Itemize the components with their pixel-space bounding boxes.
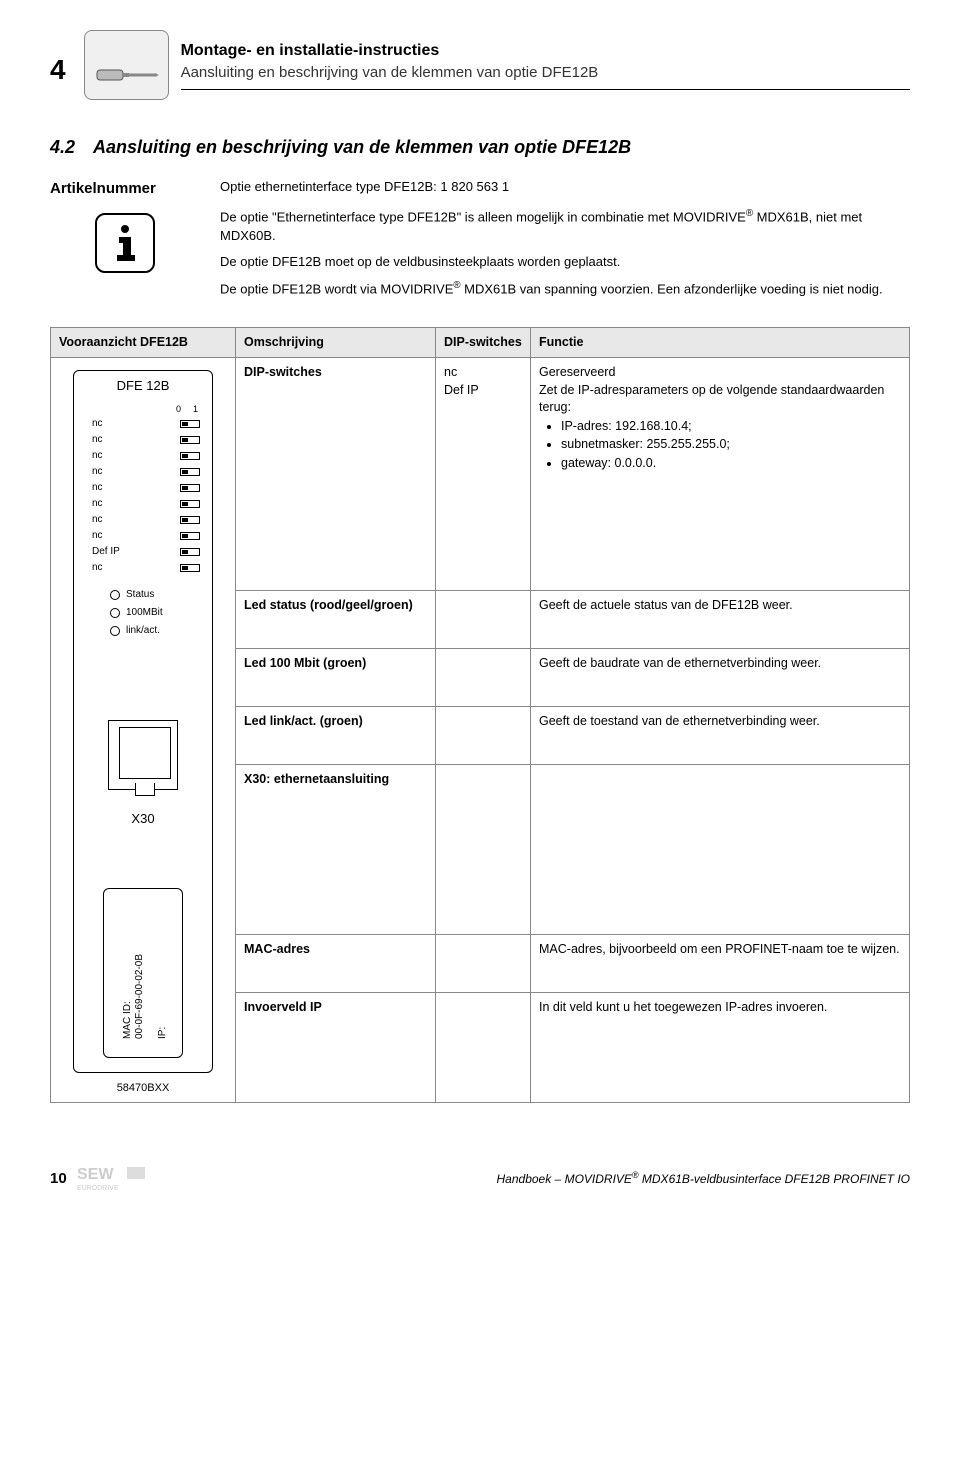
info-text: De optie "Ethernetinterface type DFE12B"… <box>220 207 910 306</box>
th-vooraanzicht: Vooraanzicht DFE12B <box>51 327 236 358</box>
artikel-row: Artikelnummer Optie ethernetinterface ty… <box>50 178 910 199</box>
info-p3b: MDX61B van spanning voorzien. Een afzond… <box>461 281 883 296</box>
device-title: DFE 12B <box>74 377 212 395</box>
r1-omschrijving: DIP-switches <box>236 358 436 591</box>
artikel-text: Optie ethernetinterface type DFE12B: 1 8… <box>220 178 910 196</box>
r5-omschrijving: X30: ethernetaansluiting <box>236 765 436 935</box>
figure-ref: 58470BXX <box>61 1081 225 1096</box>
r6-omschrijving: MAC-adres <box>236 935 436 993</box>
th-omschrijving: Omschrijving <box>236 327 436 358</box>
section-heading: 4.2 Aansluiting en beschrijving van de k… <box>50 135 910 160</box>
terminal-table: Vooraanzicht DFE12B Omschrijving DIP-swi… <box>50 327 910 1104</box>
mac-box: MAC ID:00-0F-69-00-02-0B IP: <box>103 888 183 1058</box>
th-dipswitches: DIP-switches <box>436 327 531 358</box>
header-titles: Montage- en installatie-instructies Aans… <box>181 30 910 90</box>
page-footer: 10 SEW EURODRIVE Handboek – MOVIDRIVE® M… <box>50 1163 910 1193</box>
page-header: 4 Montage- en installatie-instructies Aa… <box>50 30 910 100</box>
r3-functie: Geeft de baudrate van de ethernetverbind… <box>531 648 910 706</box>
r3-omschrijving: Led 100 Mbit (groen) <box>236 648 436 706</box>
info-p3a: De optie DFE12B wordt via MOVIDRIVE <box>220 281 453 296</box>
r7-functie: In dit veld kunt u het toegewezen IP-adr… <box>531 993 910 1103</box>
sew-logo: SEW EURODRIVE <box>77 1163 149 1193</box>
info-block: De optie "Ethernetinterface type DFE12B"… <box>50 207 910 306</box>
device-diagram: DFE 12B 01 nc nc nc nc nc nc nc nc Def I… <box>73 370 213 1073</box>
footer-text: Handboek – MOVIDRIVE® MDX61B-veldbusinte… <box>497 1169 910 1188</box>
r2-omschrijving: Led status (rood/geel/groen) <box>236 590 436 648</box>
x30-label: X30 <box>74 810 212 828</box>
th-functie: Functie <box>531 327 910 358</box>
header-subtitle: Aansluiting en beschrijving van de klemm… <box>181 62 910 90</box>
chapter-number: 4 <box>50 30 66 89</box>
header-title: Montage- en installatie-instructies <box>181 40 910 62</box>
r6-functie: MAC-adres, bijvoorbeeld om een PROFINET-… <box>531 935 910 993</box>
info-icon <box>95 213 155 273</box>
screwdriver-icon <box>84 30 169 100</box>
r1-functie: Gereserveerd Zet de IP-adresparameters o… <box>531 358 910 591</box>
page-number: 10 <box>50 1168 67 1189</box>
svg-text:SEW: SEW <box>77 1166 114 1183</box>
artikel-label: Artikelnummer <box>50 178 200 199</box>
section-title: Aansluiting en beschrijving van de klemm… <box>93 135 631 160</box>
section-number: 4.2 <box>50 135 75 160</box>
r4-omschrijving: Led link/act. (groen) <box>236 707 436 765</box>
r4-functie: Geeft de toestand van de ethernetverbind… <box>531 707 910 765</box>
info-p1a: De optie "Ethernetinterface type DFE12B"… <box>220 210 746 225</box>
info-p2: De optie DFE12B moet op de veldbusinstee… <box>220 253 910 271</box>
r7-omschrijving: Invoerveld IP <box>236 993 436 1103</box>
svg-text:EURODRIVE: EURODRIVE <box>77 1185 119 1192</box>
r1-dip: nc Def IP <box>436 358 531 591</box>
led-icon <box>110 590 120 600</box>
dip-switch-icon <box>180 420 200 428</box>
r2-functie: Geeft de actuele status van de DFE12B we… <box>531 590 910 648</box>
device-cell: DFE 12B 01 nc nc nc nc nc nc nc nc Def I… <box>51 358 236 1103</box>
rj45-icon <box>108 720 178 790</box>
